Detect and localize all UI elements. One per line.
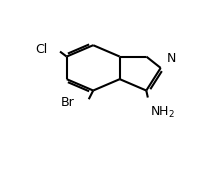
- Text: Cl: Cl: [36, 43, 48, 56]
- Text: N: N: [167, 52, 176, 65]
- Text: Br: Br: [61, 96, 74, 109]
- Text: NH$_2$: NH$_2$: [150, 105, 175, 120]
